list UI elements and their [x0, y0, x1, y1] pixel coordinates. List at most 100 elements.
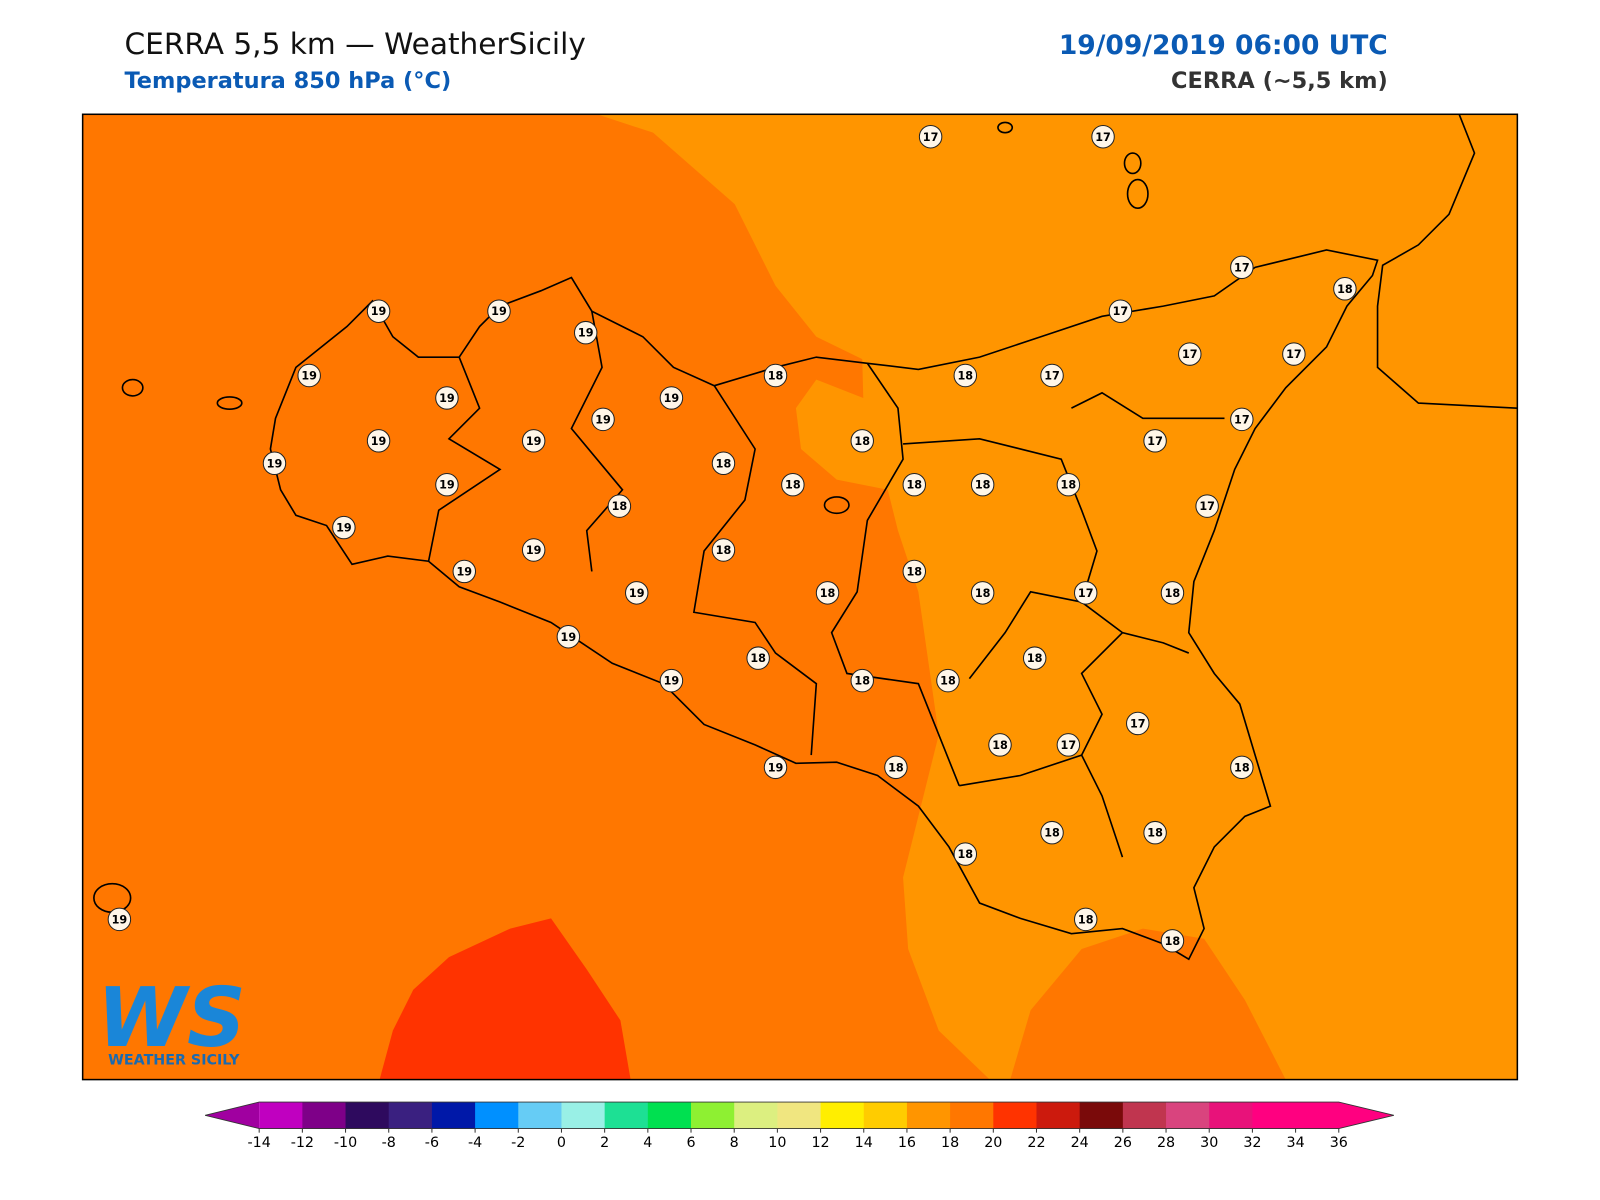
colorbar-under: [205, 1102, 260, 1129]
station-value: 19: [267, 457, 283, 470]
colorbar-tick-label: -8: [382, 1135, 396, 1151]
colorbar-segment: [561, 1102, 606, 1129]
colorbar-segment: [345, 1102, 390, 1129]
colorbar-tick-label: 18: [941, 1135, 959, 1151]
colorbar-tick-label: 28: [1157, 1135, 1175, 1151]
map: 17 17 17 18 19 19 19 17 17 17 19 18 18 17 19 19 19 17 19 19…: [81, 113, 1519, 1081]
island: [121, 378, 144, 397]
station-value: 18: [820, 587, 836, 600]
station-value: 19: [526, 435, 542, 448]
station-marker: [711, 451, 736, 475]
colorbar-segment: [518, 1102, 562, 1129]
colorbar-segment: [1079, 1102, 1124, 1129]
colorbar-tick-label: 6: [686, 1135, 695, 1151]
station-value: 19: [768, 761, 784, 774]
station-value: 18: [750, 652, 766, 665]
colorbar-over: [1338, 1102, 1394, 1129]
colorbar-segment: [1209, 1102, 1253, 1129]
colorbar-segment: [431, 1102, 476, 1129]
station-value: 18: [1234, 761, 1250, 774]
station-value: 19: [629, 587, 645, 600]
station-marker: [918, 125, 943, 149]
colorbar-tick-label: 16: [898, 1135, 916, 1151]
station-value: 18: [1027, 652, 1043, 665]
station-marker: [1056, 733, 1081, 757]
station-marker: [902, 472, 927, 497]
map-frame: [81, 113, 1519, 1081]
station-marker: [659, 386, 684, 410]
station-value: 17: [1147, 435, 1163, 448]
station-marker: [936, 668, 960, 693]
station-value: 19: [336, 522, 352, 535]
station-marker: [366, 429, 391, 453]
colorbar-tick-label: -10: [334, 1135, 357, 1151]
station-marker: [763, 363, 788, 388]
colorbar-segment: [691, 1102, 735, 1129]
station-value: 19: [491, 305, 507, 318]
station-value: 18: [906, 565, 922, 578]
station-marker: [953, 363, 978, 388]
colorbar-segment: [302, 1102, 347, 1129]
station-value: 18: [854, 435, 870, 448]
province-borders: [427, 311, 1225, 858]
colorbar-segment: [1036, 1102, 1081, 1129]
station-value: 17: [1078, 587, 1094, 600]
station-value: 18: [1044, 827, 1060, 840]
station-marker: [1143, 429, 1167, 453]
station-marker: [953, 842, 978, 866]
station-marker: [1333, 277, 1357, 301]
colorbar-segment: [863, 1102, 908, 1129]
station-marker: [366, 299, 391, 323]
station-value: 19: [664, 392, 680, 405]
logo-mark: WS: [97, 971, 246, 1066]
station-value: 18: [992, 739, 1008, 752]
station-marker: [262, 451, 287, 475]
station-value: 18: [940, 675, 956, 688]
station-value: 17: [1061, 739, 1077, 752]
colorbar-tick-label: 26: [1114, 1135, 1132, 1151]
station-marker: [850, 668, 874, 693]
station-marker: [850, 429, 874, 453]
station-value: 19: [456, 565, 472, 578]
station-value: 19: [371, 435, 387, 448]
station-value: 17: [1113, 305, 1129, 318]
coast-calabria: [1376, 113, 1518, 409]
station-marker: [746, 646, 770, 670]
logo-name: WEATHER SICILY: [108, 1052, 240, 1068]
station-marker: [1195, 494, 1219, 518]
station-value: 19: [301, 370, 317, 383]
colorbar-tick-label: 20: [984, 1135, 1002, 1151]
station-marker: [573, 320, 598, 345]
island: [823, 496, 850, 515]
station-value: 19: [578, 327, 594, 340]
station-marker: [591, 407, 615, 432]
island: [997, 121, 1014, 134]
station-marker: [1178, 342, 1202, 366]
station-marker: [1022, 646, 1047, 670]
island: [1123, 152, 1142, 175]
colorbar-segment: [1295, 1102, 1340, 1129]
station-marker: [1040, 820, 1064, 845]
station-marker: [607, 494, 632, 518]
station-value: 17: [1182, 348, 1198, 361]
colorbar-tick-label: 36: [1330, 1135, 1348, 1151]
colorbar-tick-label: 8: [730, 1135, 739, 1151]
station-value: 18: [957, 848, 973, 861]
station-marker: [1160, 929, 1185, 953]
station-marker: [1073, 907, 1098, 932]
colorbar-segment: [647, 1102, 692, 1129]
island: [216, 396, 243, 410]
station-marker: [1160, 581, 1185, 605]
station-value: 18: [1078, 913, 1094, 926]
station-value: 18: [1165, 587, 1181, 600]
colorbar-segment: [604, 1102, 649, 1129]
station-marker: [452, 559, 477, 584]
station-marker: [1126, 711, 1150, 736]
station-marker: [1230, 407, 1254, 432]
colorbar-tick-label: -12: [291, 1135, 314, 1151]
colorbar-segment: [993, 1102, 1037, 1129]
model: CERRA (~5,5 km): [1171, 68, 1388, 94]
station-value: 19: [371, 305, 387, 318]
station-value: 18: [716, 544, 732, 557]
station-value: 18: [1165, 935, 1181, 948]
